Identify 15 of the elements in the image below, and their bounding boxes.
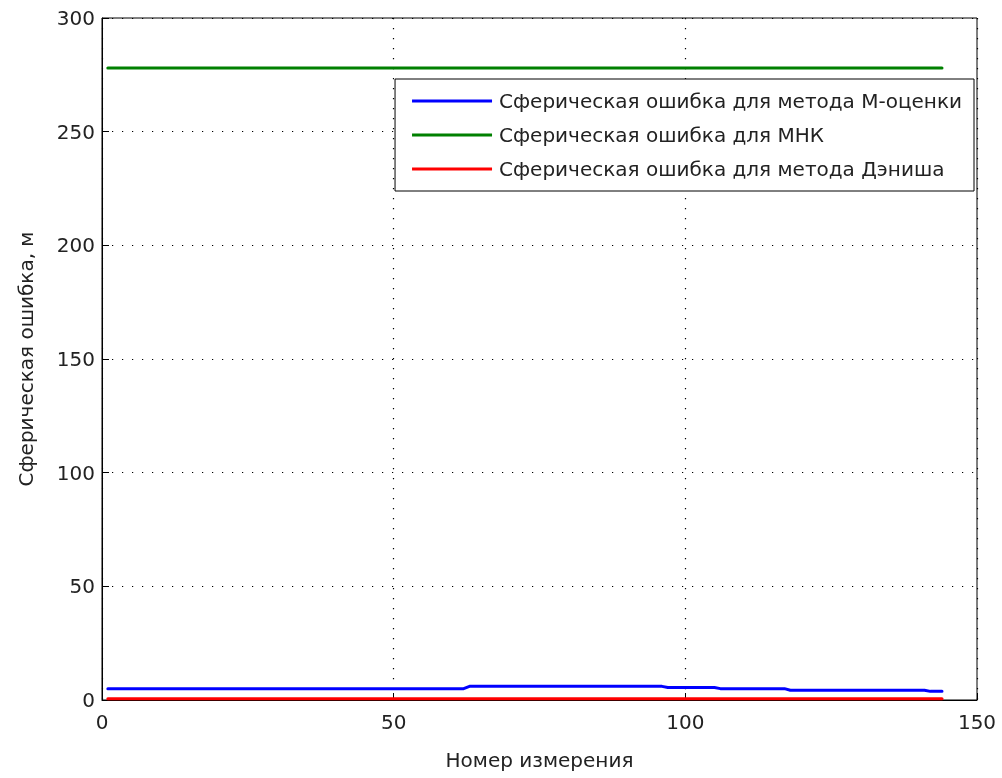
y-tick-label: 300	[56, 6, 95, 30]
x-tick-label: 50	[380, 710, 407, 734]
legend-label: Сферическая ошибка для метода Дэниша	[499, 157, 945, 181]
y-axis-title: Сферическая ошибка, м	[14, 231, 38, 487]
x-axis-title: Номер измерения	[445, 748, 634, 772]
y-tick-label: 150	[56, 347, 95, 371]
legend-label: Сферическая ошибка для МНК	[499, 123, 824, 147]
y-tick-label: 100	[56, 460, 95, 485]
x-tick-label: 150	[957, 710, 997, 734]
y-tick-label: 0	[82, 688, 95, 712]
x-tick-label: 100	[666, 710, 705, 734]
y-tick-label: 250	[56, 119, 95, 144]
legend-label: Сферическая ошибка для метода М-оценки	[499, 89, 962, 113]
y-tick-label: 200	[56, 233, 95, 258]
y-tick-label: 50	[69, 574, 95, 599]
